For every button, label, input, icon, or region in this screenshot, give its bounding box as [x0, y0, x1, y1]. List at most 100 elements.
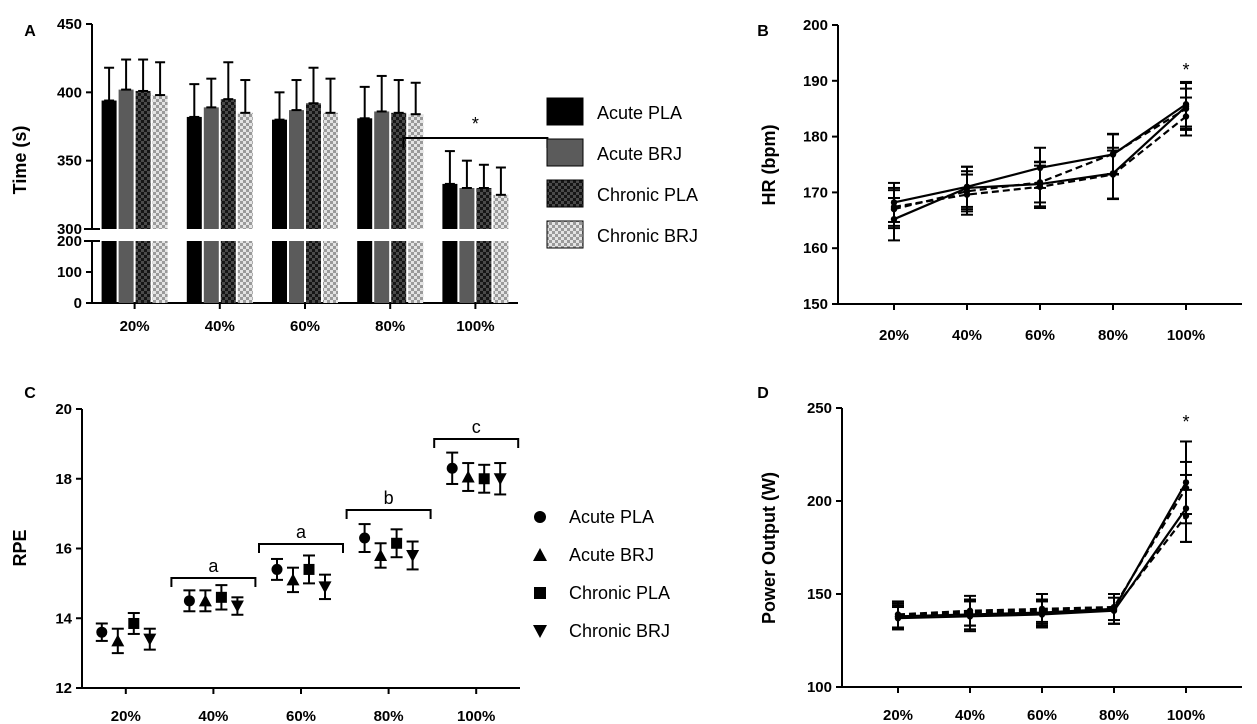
x-tick-label-a: 80% [375, 318, 405, 335]
bar-lower-segment [493, 241, 509, 303]
data-point [303, 563, 315, 575]
y-tick-label: 200 [807, 493, 832, 510]
legend-label-c: Chronic PLA [569, 583, 670, 603]
bar-lower-segment [391, 241, 407, 303]
x-tick-label: 40% [952, 327, 982, 344]
x-tick-label: 100% [1167, 327, 1205, 344]
data-point [286, 573, 300, 586]
bar [391, 112, 407, 229]
data-point [143, 633, 157, 646]
legend-marker-c [533, 548, 547, 561]
y-axis-label-a: Time (s) [10, 126, 30, 195]
y-tick-label-a: 100 [57, 264, 82, 281]
bar [186, 116, 202, 229]
y-tick-label-a: 350 [57, 153, 82, 170]
data-point [1036, 183, 1044, 191]
data-point [890, 203, 898, 211]
y-tick-label: 250 [807, 400, 832, 417]
y-tick-label-c: 12 [55, 680, 72, 697]
x-tick-label-c: 20% [111, 708, 141, 724]
data-point [966, 609, 974, 616]
bar-lower-segment [323, 241, 338, 303]
y-tick-label: 160 [803, 240, 828, 257]
x-tick-label: 40% [955, 707, 985, 724]
group-letter: a [208, 556, 219, 576]
bar [442, 183, 458, 229]
data-point [1182, 113, 1190, 120]
bar [493, 194, 509, 229]
bar-lower-segment [220, 241, 236, 303]
legend-swatch-a [546, 220, 584, 249]
group-letter: c [472, 417, 481, 437]
bar-lower-segment [237, 241, 253, 303]
y-tick-label-c: 18 [55, 471, 72, 488]
panel-c: C RPE 12 14 16 18 20 20% 40% 60% 80% 100% a a b c Acute … [10, 385, 670, 724]
bar-lower-segment [118, 241, 134, 303]
legend-label-a: Acute BRJ [597, 144, 682, 164]
bar [323, 112, 338, 229]
group-bracket [433, 438, 520, 448]
legend-label-c: Acute PLA [569, 507, 654, 527]
group-bracket [345, 509, 432, 519]
legend-label-a: Acute PLA [597, 103, 682, 123]
x-tick-label: 20% [879, 327, 909, 344]
bar-lower-segment [442, 241, 458, 303]
y-tick-label-a: 300 [57, 221, 82, 238]
bar [306, 103, 321, 229]
bar [408, 114, 424, 229]
bar-lower-segment [459, 241, 475, 303]
legend-marker-c [534, 511, 546, 523]
legend-label-c: Chronic BRJ [569, 621, 670, 641]
x-tick-label-c: 40% [198, 708, 228, 724]
y-tick-label-a: 400 [57, 84, 82, 101]
bar [272, 119, 287, 229]
data-point [1038, 607, 1046, 614]
y-tick-label-c: 16 [55, 541, 72, 558]
legend-swatch-a [546, 179, 584, 208]
panel-d: D Power Output (W) 100 150 200 250 20% 40% 60% 80… [757, 385, 1242, 724]
x-tick-label-c: 80% [374, 708, 404, 724]
y-axis-label-b: HR (bpm) [759, 125, 779, 206]
x-tick-label-a: 20% [120, 318, 150, 335]
data-point [461, 470, 475, 483]
legend-label-a: Chronic BRJ [597, 226, 698, 246]
data-point [391, 537, 403, 549]
bar-lower-segment [272, 241, 287, 303]
bar [289, 110, 304, 229]
bar-lower-segment [306, 241, 321, 303]
bar-lower-segment [203, 241, 219, 303]
data-point [478, 473, 490, 485]
legend-swatch-a [546, 138, 584, 167]
y-tick-label-a: 450 [57, 16, 82, 33]
significance-bracket-a [402, 137, 549, 148]
data-point [963, 191, 971, 198]
bar [101, 100, 117, 230]
legend-swatch-a [546, 97, 584, 126]
y-tick-label: 150 [807, 586, 832, 603]
legend-marker-c [533, 625, 547, 638]
y-tick-label-a: 0 [74, 295, 82, 312]
data-point [406, 549, 420, 562]
x-tick-label: 20% [883, 707, 913, 724]
bar-lower-segment [152, 241, 168, 303]
legend-marker-c [534, 587, 546, 599]
significance-star-a: * [472, 114, 479, 134]
y-tick-label-c: 20 [55, 401, 72, 418]
y-tick-label-a: 200 [57, 233, 82, 250]
x-tick-label: 100% [1167, 707, 1205, 724]
bar-lower-segment [135, 241, 151, 303]
bar [152, 95, 168, 229]
panel-label-c: C [24, 385, 36, 402]
bar [118, 89, 134, 229]
x-tick-label: 60% [1027, 707, 1057, 724]
panel-label-b: B [757, 23, 769, 40]
data-point [215, 591, 227, 603]
data-point [318, 581, 332, 594]
data-point [111, 634, 125, 647]
x-tick-label: 80% [1099, 707, 1129, 724]
bar [459, 188, 475, 229]
y-tick-label: 190 [803, 73, 828, 90]
x-tick-label-a: 60% [290, 318, 320, 335]
legend-label-a: Chronic PLA [597, 185, 698, 205]
